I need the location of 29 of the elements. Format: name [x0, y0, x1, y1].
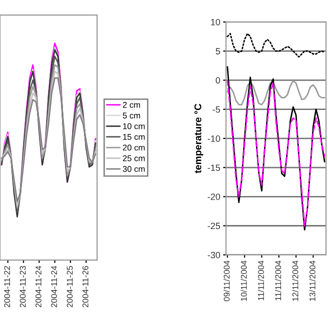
- legend-label: 20 cm: [122, 144, 145, 151]
- legend-label: 10 cm: [123, 123, 145, 130]
- x-tick-label: 2004-11-26: [82, 266, 88, 308]
- y-tick-label: 5: [216, 48, 220, 54]
- y-tick-label: -10: [208, 135, 220, 142]
- x-tick-label: 11/11/2004: [274, 260, 282, 300]
- x-tick-label: 11/11/2004: [258, 260, 264, 300]
- y-tick-label: -25: [208, 222, 220, 230]
- x-tick-label: 13/11/2004: [309, 260, 316, 301]
- legend-label: 25 cm: [122, 155, 145, 162]
- x-tick-label: 12/11/2004: [292, 260, 298, 301]
- legend-label: 5 cm: [122, 112, 140, 118]
- y-tick-label: -30: [208, 252, 220, 258]
- x-tick-label: 10/11/2004: [240, 260, 247, 301]
- x-tick-label: 2004-11-24: [51, 266, 58, 308]
- legend-label: 30 cm: [122, 166, 145, 172]
- x-tick-label: 2004-11-25: [66, 266, 73, 308]
- y-tick-label: -20: [208, 194, 220, 200]
- y-tick-label: 10: [211, 18, 220, 26]
- x-tick-label: 2004-11-22: [4, 266, 10, 308]
- legend-label: 2 cm: [122, 102, 140, 108]
- y-axis-title: temperature °C: [194, 104, 204, 174]
- y-tick-label: 0: [216, 77, 220, 84]
- y-tick-label: -5: [212, 106, 220, 113]
- x-tick-label: 2004-11-23: [20, 266, 26, 308]
- legend-label: 15 cm: [123, 134, 145, 140]
- x-tick-label: 2004-11-24: [35, 266, 42, 308]
- x-tick-label: 09/11/2004: [224, 260, 230, 302]
- y-tick-label: -15: [208, 164, 220, 171]
